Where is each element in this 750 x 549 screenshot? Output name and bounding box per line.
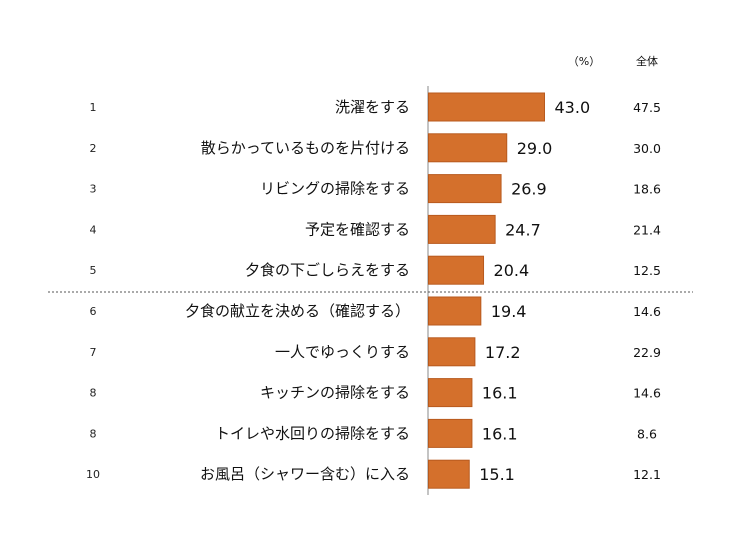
bar [428,296,482,326]
total-value-label: 30.0 [633,141,661,156]
bar-value-label: 20.4 [494,261,530,280]
rank-label: 3 [90,183,97,196]
category-label: お風呂（シャワー含む）に入る [200,465,410,483]
rank-label: 5 [90,264,97,277]
rank-label: 1 [90,101,97,114]
total-value-label: 14.6 [633,304,661,319]
bar [428,378,473,408]
total-value-label: 18.6 [633,182,661,197]
total-value-label: 12.5 [633,263,661,278]
total-value-label: 14.6 [633,386,661,401]
bar-value-label: 43.0 [555,98,591,117]
category-label: トイレや水回りの掃除をする [215,424,410,442]
rank-label: 6 [90,305,97,318]
rank-label: 4 [90,223,97,236]
bar [428,133,508,163]
category-label: 予定を確認する [305,220,410,238]
bar-value-label: 29.0 [517,139,553,158]
bar-rows: 1 洗濯をする 43.0 47.5 2 散らかっているものを片付ける 29.0 30.0 3 リビ… [86,92,661,489]
total-value-label: 47.5 [633,100,661,115]
category-label: リビングの掃除をする [260,180,410,198]
bar [428,214,496,244]
bar [428,255,485,285]
category-label: 洗濯をする [335,98,410,116]
total-value-label: 8.6 [637,426,657,441]
bar-value-label: 15.1 [479,465,515,484]
bar-value-label: 26.9 [511,180,547,199]
rank-label: 8 [90,387,97,400]
bar [428,418,473,448]
category-label: 夕食の下ごしらえをする [245,261,410,279]
unit-label: （%） [568,55,600,68]
rank-label: 10 [86,468,100,481]
bar-value-label: 16.1 [482,384,518,403]
category-label: キッチンの掃除をする [260,384,410,402]
bar [428,174,502,204]
bar-value-label: 17.2 [485,343,521,362]
total-column-header: 全体 [636,54,658,68]
rank-label: 2 [90,142,97,155]
bar-value-label: 16.1 [482,424,518,443]
category-label: 一人でゆっくりする [275,343,410,361]
bar-value-label: 19.4 [491,302,527,321]
total-value-label: 21.4 [633,222,661,237]
category-label: 夕食の献立を決める（確認する） [185,302,410,320]
rank-label: 8 [90,427,97,440]
total-value-label: 12.1 [633,467,661,482]
category-label: 散らかっているものを片付ける [201,139,410,157]
bar [428,337,476,367]
bar-value-label: 24.7 [505,220,541,239]
rank-label: 7 [90,346,97,359]
bar [428,459,470,489]
bar [428,92,545,122]
total-value-label: 22.9 [633,345,661,360]
